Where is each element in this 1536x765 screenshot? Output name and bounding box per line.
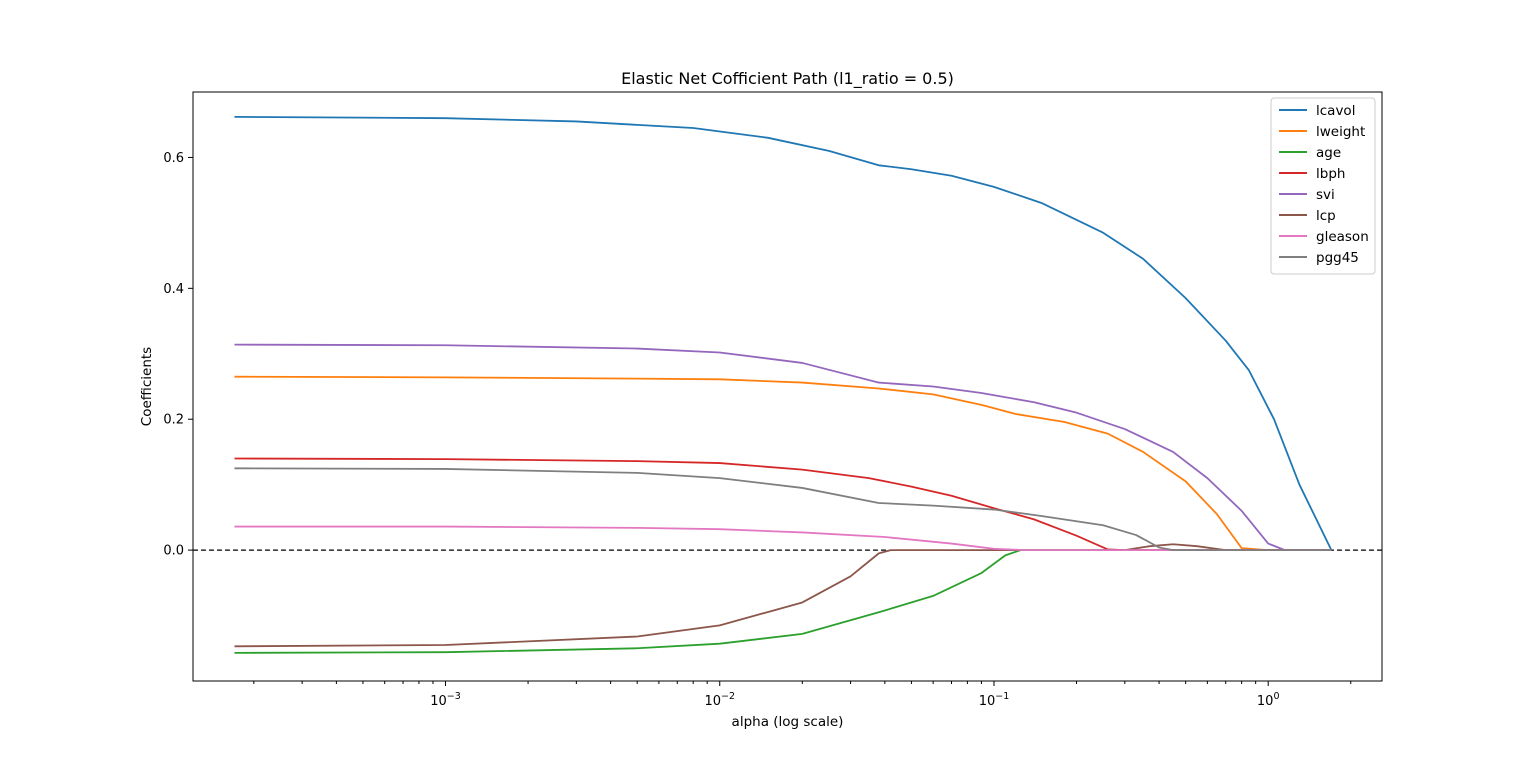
- series-line-lcavol: [234, 115, 1333, 551]
- legend-label-lweight: lweight: [1316, 124, 1365, 140]
- y-tick-label: 0.4: [163, 282, 184, 297]
- x-tick-label: 10−3: [430, 691, 461, 709]
- x-tick-label: 10−1: [979, 691, 1010, 709]
- legend-label-pgg45: pgg45: [1316, 250, 1359, 266]
- x-tick-label: 10−2: [704, 691, 735, 709]
- legend: lcavol lweight age lbph svi lcp gleason pgg45: [1270, 97, 1376, 275]
- plot-frame: [192, 91, 1383, 682]
- legend-label-lbph: lbph: [1316, 166, 1345, 182]
- legend-label-lcp: lcp: [1316, 208, 1336, 224]
- x-tick-label: 100: [1257, 691, 1280, 709]
- y-tick-label: 0.0: [163, 544, 184, 559]
- legend-label-lcavol: lcavol: [1316, 103, 1355, 119]
- x-axis: 10−3 10−2 10−1 100: [253, 681, 1352, 709]
- series-line-pgg45: [234, 467, 1332, 552]
- legend-label-svi: svi: [1316, 187, 1335, 203]
- legend-label-gleason: gleason: [1316, 229, 1369, 245]
- chart-title: Elastic Net Cofficient Path (l1_ratio = …: [621, 69, 954, 89]
- series-line-lcp: [234, 543, 1332, 648]
- plot-area: [193, 115, 1382, 654]
- y-tick-label: 0.2: [163, 413, 184, 428]
- series-line-lweight: [234, 375, 1332, 552]
- y-axis-label: Coefficients: [139, 347, 155, 426]
- legend-label-age: age: [1316, 145, 1341, 161]
- legend-box: [1270, 97, 1376, 275]
- series-line-svi: [234, 343, 1332, 552]
- y-tick-label: 0.6: [163, 151, 184, 166]
- y-axis: 0.0 0.2 0.4 0.6: [163, 151, 193, 559]
- x-axis-label: alpha (log scale): [732, 714, 844, 730]
- series-line-gleason: [234, 525, 1332, 552]
